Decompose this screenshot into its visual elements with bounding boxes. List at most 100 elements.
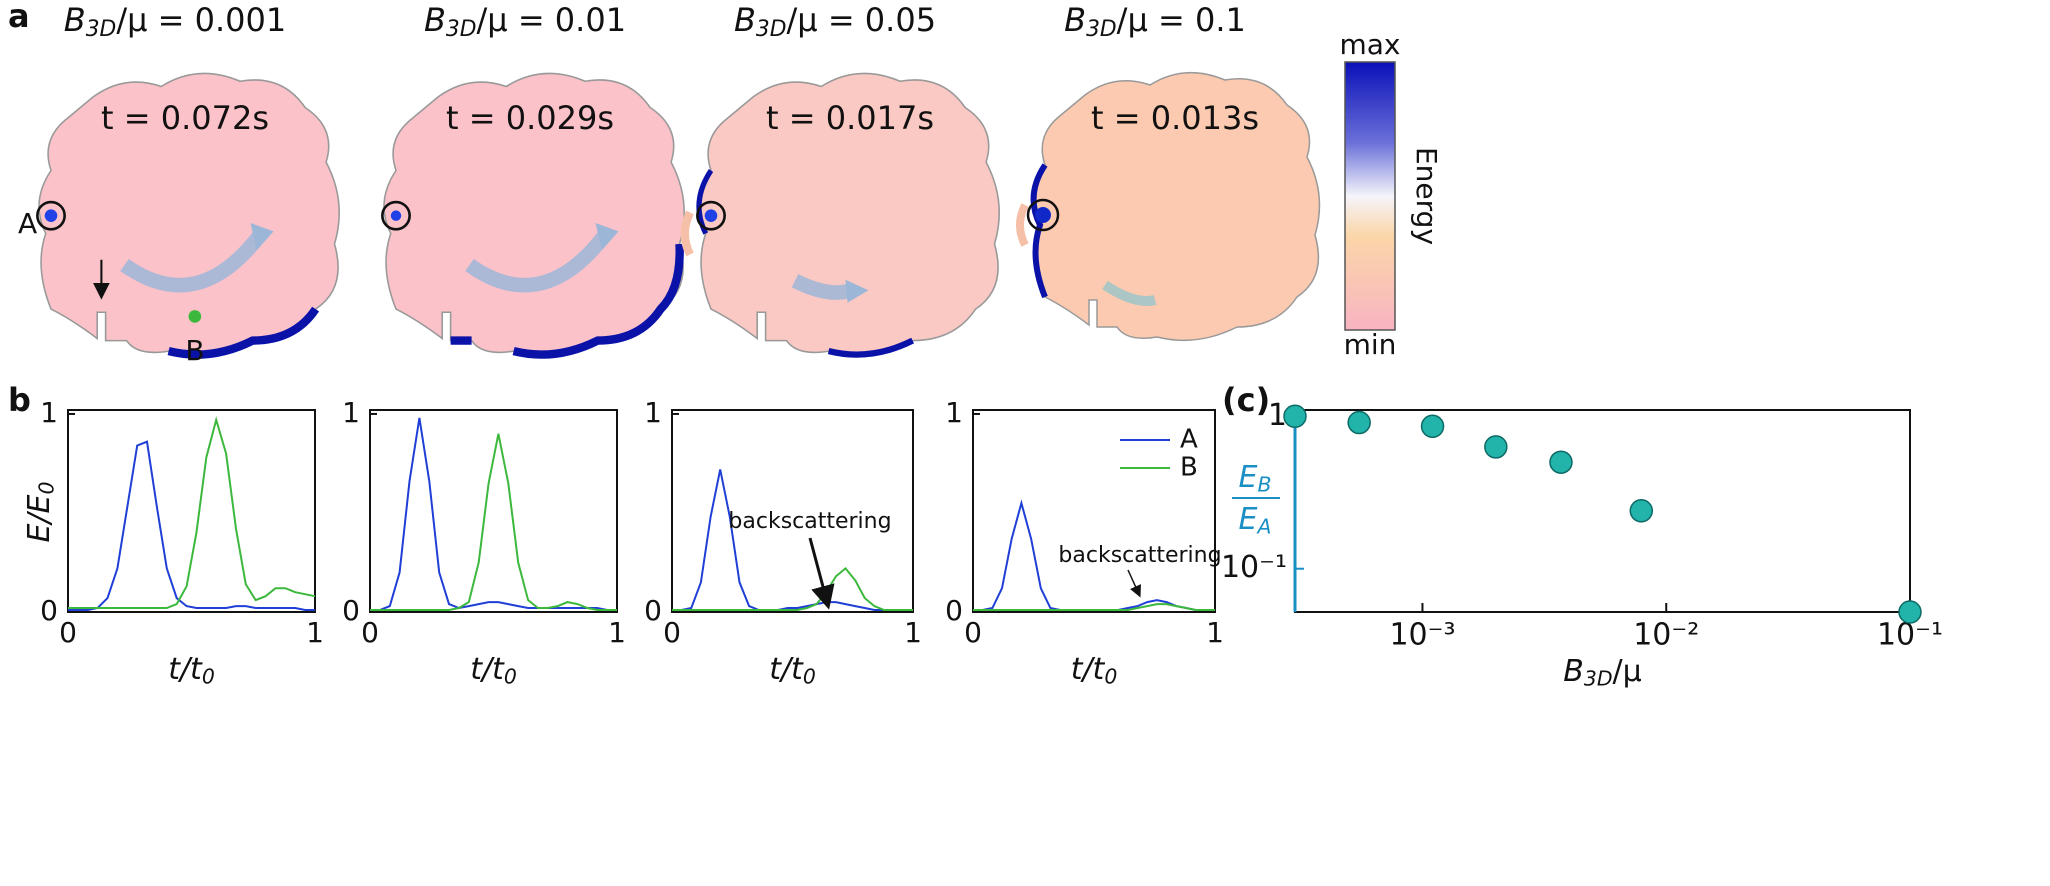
legend-label: A: [1180, 425, 1198, 455]
panel-title-tail: /μ = 0.05: [787, 1, 937, 39]
y-axis-label-den: EA: [1239, 502, 1272, 539]
panel-title-base: B: [64, 1, 86, 39]
x-axis-label-base: t/t: [168, 652, 203, 687]
y-tick-label: 0: [40, 594, 58, 627]
annotation-arrow: [1127, 569, 1141, 598]
y-axis-label-num-sub: B: [1257, 473, 1271, 497]
panel-title: B3D/μ = 0.05: [734, 1, 936, 42]
plot-frame: [972, 409, 1216, 613]
x-axis-label-sub: 0: [1104, 665, 1117, 689]
series-line: [370, 433, 617, 611]
plot-frame: [1294, 409, 1911, 613]
panel-title-sub: 3D: [756, 17, 787, 42]
x-axis-label-sub: 0: [504, 665, 517, 689]
field-map: [381, 72, 686, 359]
y-tick-label: 0: [644, 594, 662, 627]
series-line: [68, 416, 316, 609]
x-axis-label: t/t0: [769, 652, 816, 689]
data-point: [1420, 414, 1445, 439]
x-axis-label-base: t/t: [1071, 652, 1106, 687]
colorbar: [1344, 61, 1396, 331]
x-tick-label: 0: [59, 616, 77, 649]
x-tick-label: 0: [964, 616, 982, 649]
panel-label: (c): [1222, 381, 1270, 419]
x-tick-label: 1: [1206, 616, 1224, 649]
y-axis-label-num-base: E: [1239, 460, 1258, 495]
panel-title-tail: /μ = 0.1: [1117, 1, 1246, 39]
legend-label: B: [1180, 453, 1198, 483]
colorbar-label: Energy: [1410, 147, 1443, 245]
series-line: [973, 603, 1215, 611]
x-axis-label-sub: 3D: [1584, 667, 1613, 691]
y-tick-label: 1: [945, 396, 963, 429]
x-tick-label: 10⁻³: [1389, 618, 1455, 653]
panel-title-base: B: [1064, 1, 1086, 39]
plot-frame: [67, 409, 316, 613]
y-tick-label: 10⁻¹: [1221, 550, 1287, 585]
panel-label: a: [8, 0, 30, 35]
panel-title: B3D/μ = 0.1: [1064, 1, 1246, 42]
colorbar-max: max: [1339, 28, 1400, 61]
panel-title-tail: /μ = 0.01: [477, 1, 627, 39]
y-tick-label: 1: [1268, 398, 1287, 433]
y-tick-label: 1: [342, 396, 360, 429]
x-tick-label: 0: [663, 616, 681, 649]
y-axis-label-den-sub: A: [1256, 515, 1272, 539]
panel-title-base: B: [734, 1, 756, 39]
annotation-arrow: [808, 537, 835, 610]
field-maps: [36, 61, 1396, 359]
series-line: [68, 440, 315, 611]
y-axis-label-num: EB: [1239, 460, 1272, 497]
field-map: [36, 72, 341, 359]
annotation: backscattering: [1058, 543, 1221, 568]
time-label: t = 0.029s: [446, 99, 614, 137]
x-axis-label: t/t0: [470, 652, 517, 689]
field-map: [680, 72, 1001, 358]
x-axis-label-base: t/t: [769, 652, 804, 687]
data-point: [1629, 499, 1654, 523]
series-line: [370, 417, 617, 611]
point-label: A: [18, 207, 37, 240]
x-axis-label: t/t0: [168, 652, 215, 689]
plot-frame: [369, 409, 618, 613]
point-label: B: [185, 334, 204, 367]
x-tick-label: 10⁻²: [1633, 618, 1699, 653]
x-tick-label: 1: [608, 616, 626, 649]
panel-title-sub: 3D: [1086, 17, 1117, 42]
y-tick-label: 0: [945, 594, 963, 627]
x-tick-label: 1: [306, 616, 324, 649]
data-point: [1898, 600, 1922, 624]
x-axis-label-base: t/t: [470, 652, 505, 687]
y-tick-label: 1: [644, 396, 662, 429]
time-label: t = 0.017s: [766, 99, 934, 137]
x-axis-label: t/t0: [1071, 652, 1118, 689]
plot-frame: [671, 409, 914, 613]
panel-title: B3D/μ = 0.001: [64, 1, 286, 42]
x-axis-label: B3D/μ: [1563, 654, 1641, 691]
annotation: backscattering: [728, 509, 891, 534]
x-axis-label-sub: 0: [202, 665, 215, 689]
data-point: [1347, 410, 1371, 435]
x-axis-label-base: B: [1563, 654, 1584, 689]
data-point: [1484, 435, 1508, 459]
x-axis-label-sub: 0: [803, 665, 816, 689]
x-axis-label-tail: /μ: [1613, 654, 1642, 689]
y-axis-label-den-base: E: [1239, 502, 1258, 537]
y-tick-label: 1: [40, 396, 58, 429]
data-point: [1549, 450, 1573, 474]
x-tick-label: 0: [361, 616, 379, 649]
y-axis-label-sub: 0: [35, 481, 59, 494]
data-point: [1283, 404, 1307, 429]
time-label: t = 0.072s: [101, 99, 269, 137]
series-line: [672, 469, 913, 611]
x-tick-label: 1: [904, 616, 922, 649]
panel-title: B3D/μ = 0.01: [424, 1, 626, 42]
y-axis-label-base: E/E: [22, 494, 57, 542]
panel-title-base: B: [424, 1, 446, 39]
field-map: [1016, 71, 1321, 342]
y-tick-label: 0: [342, 594, 360, 627]
colorbar-min: min: [1344, 328, 1397, 361]
time-label: t = 0.013s: [1091, 99, 1259, 137]
y-axis-label: E/E0: [22, 481, 59, 542]
